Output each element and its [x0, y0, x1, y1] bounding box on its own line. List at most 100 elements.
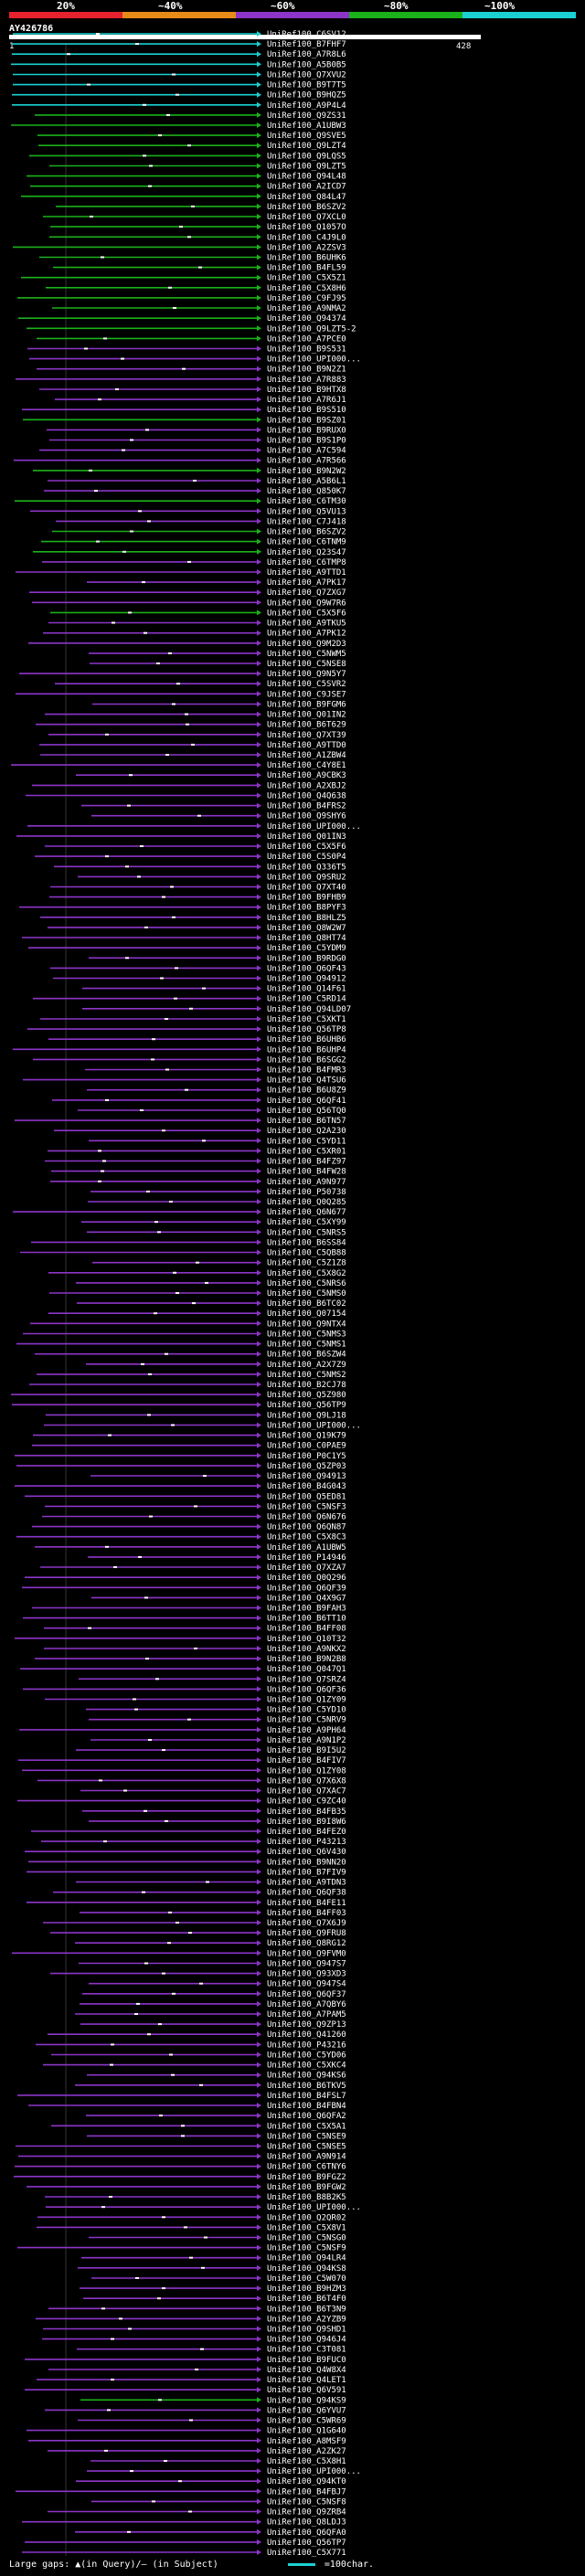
hit-arrow	[257, 1767, 261, 1774]
hit-row: UniRef100_A5B6L1	[48, 477, 346, 486]
hit-row: UniRef100_Q7XZA7	[40, 1564, 346, 1573]
hit-row: UniRef100_Q9FRU8	[50, 1929, 346, 1938]
hit-row: UniRef100_Q9SHD1	[43, 2326, 346, 2335]
hit-label: UniRef100_B9NN20	[267, 1858, 346, 1867]
hit-label: UniRef100_Q94KS6	[267, 2072, 346, 2081]
hit-row: UniRef100_Q9FVM0	[12, 1949, 346, 1958]
hit-label: UniRef100_B9N2Z1	[267, 366, 346, 375]
hit-arrow	[257, 2204, 261, 2210]
hit-row: UniRef100_Q947S4	[89, 1980, 346, 1989]
hit-label: UniRef100_Q6N676	[267, 1513, 346, 1522]
hit-label: UniRef100_B4FF03	[267, 1909, 346, 1918]
hit-arrow	[257, 244, 261, 250]
hit-label: UniRef100_Q1057O	[267, 223, 346, 232]
hit-label: UniRef100_C5NMS2	[267, 1371, 346, 1380]
hit-label: UniRef100_Q6QN87	[267, 1523, 346, 1532]
hit-arrow	[257, 1483, 261, 1489]
hit-row: UniRef100_B9N2B8	[35, 1655, 346, 1664]
hit-arrow	[257, 945, 261, 951]
hit-row: UniRef100_Q1057O	[50, 223, 346, 232]
hit-row: UniRef100_A7PK17	[87, 578, 346, 588]
hit-arrow	[257, 822, 261, 829]
hit-arrow	[257, 387, 261, 392]
hit-arrow	[257, 1148, 261, 1154]
hit-row: UniRef100_Q047Q1	[20, 1665, 346, 1674]
hit-row: UniRef100_B4FE11	[27, 1899, 346, 1908]
hit-label: UniRef100_B9FGW2	[267, 2183, 346, 2192]
query-end-label: 428	[456, 42, 472, 51]
hit-arrow	[257, 345, 261, 352]
hit-arrow	[257, 2244, 261, 2251]
hit-arrow	[257, 985, 261, 991]
hit-row: UniRef100_Q1ZY08	[22, 1766, 346, 1776]
hit-arrow	[257, 1371, 261, 1377]
hit-label: UniRef100_C5NRV9	[267, 1716, 346, 1725]
hit-row: UniRef100_B6SS84	[31, 1238, 346, 1247]
hit-label: UniRef100_Q9ZS31	[267, 111, 346, 121]
hit-row: UniRef100_C6TM30	[15, 497, 346, 506]
hit-label: UniRef100_A9TDN3	[267, 1879, 346, 1888]
hit-row: UniRef100_B6SZV2	[56, 203, 346, 212]
hit-row: UniRef100_Q93XD3	[50, 1970, 346, 1979]
hit-label: UniRef100_B6SS84	[267, 1238, 346, 1247]
hit-label: UniRef100_A9NMA2	[267, 304, 346, 313]
hit-label: UniRef100_Q9SHD1	[267, 2326, 346, 2335]
hit-row: UniRef100_C5RD14	[33, 995, 346, 1004]
hit-arrow	[257, 2336, 261, 2342]
hit-row: UniRef100_Q9SRU2	[78, 873, 346, 882]
hit-label: UniRef100_C5XY99	[267, 1218, 346, 1227]
hit-row: UniRef100_Q10T32	[15, 1635, 346, 1644]
hit-arrow	[257, 1249, 261, 1256]
hit-row: UniRef100_Q4W8X4	[48, 2366, 346, 2375]
hit-arrow	[257, 1757, 261, 1764]
hit-arrow	[257, 1382, 261, 1387]
hit-row: UniRef100_Q4LET1	[37, 2376, 346, 2385]
hit-row: UniRef100_A9NKX2	[44, 1645, 346, 1654]
hit-label: UniRef100_C5X8G2	[267, 1269, 346, 1278]
hit-row: UniRef100_Q14F61	[82, 985, 346, 994]
identity-color-scale: 20% ~40% ~60% ~80% ~100%	[9, 0, 576, 20]
hit-arrow	[257, 1290, 261, 1296]
hit-row: UniRef100_Q947S7	[79, 1960, 346, 1969]
hit-arrow	[257, 1056, 261, 1063]
hit-label: UniRef100_A2ZK27	[267, 2447, 346, 2456]
hit-arrow	[257, 935, 261, 940]
hit-arrow	[257, 1351, 261, 1357]
scale-segment-orange	[122, 12, 236, 18]
hit-label: UniRef100_C9JSE7	[267, 690, 346, 699]
hit-arrow	[257, 620, 261, 626]
hit-label: UniRef100_B4FZ97	[267, 1158, 346, 1167]
hit-label: UniRef100_C5X8H1	[267, 2457, 346, 2466]
hit-row: UniRef100_Q6QN87	[32, 1523, 346, 1532]
hit-row: UniRef100_A7PAM5	[75, 2010, 346, 2019]
hit-arrow	[257, 1595, 261, 1601]
hit-label: UniRef100_UPI000...	[267, 2203, 361, 2212]
hit-arrow	[257, 630, 261, 636]
hit-row: UniRef100_B4FF03	[80, 1909, 346, 1918]
hit-label: UniRef100_C5X8C3	[267, 1533, 346, 1542]
hit-label: UniRef100_A2ICD7	[267, 183, 346, 192]
hit-arrow	[257, 995, 261, 1002]
hit-label: UniRef100_C4J9L0	[267, 233, 346, 242]
hit-row: UniRef100_A7C594	[39, 447, 346, 456]
hit-arrow	[257, 488, 261, 494]
hit-arrow	[257, 1269, 261, 1276]
hit-label: UniRef100_B9T7T5	[267, 81, 346, 90]
hit-arrow	[257, 153, 261, 159]
hit-row: UniRef100_B6TC02	[77, 1299, 346, 1309]
hit-label: UniRef100_Q9M2D3	[267, 640, 346, 649]
hit-label: UniRef100_B9I5U2	[267, 1746, 346, 1755]
hit-row: UniRef100_C5X5F6	[50, 609, 346, 618]
hit-row: UniRef100_Q41260	[48, 2030, 346, 2040]
hit-arrow	[257, 2194, 261, 2200]
hit-arrow	[257, 2031, 261, 2038]
hit-arrow	[257, 2316, 261, 2322]
hit-row: UniRef100_C5X5Z1	[21, 274, 346, 283]
hit-arrow	[257, 924, 261, 930]
hit-arrow	[257, 41, 261, 48]
hit-row: UniRef100_C5YD10	[86, 1706, 346, 1715]
hit-row: UniRef100_Q7SRZ4	[79, 1675, 346, 1684]
hit-arrow	[257, 610, 261, 616]
hit-label: UniRef100_C5WR69	[267, 2417, 346, 2426]
hit-label: UniRef100_Q9FRU8	[267, 1929, 346, 1938]
